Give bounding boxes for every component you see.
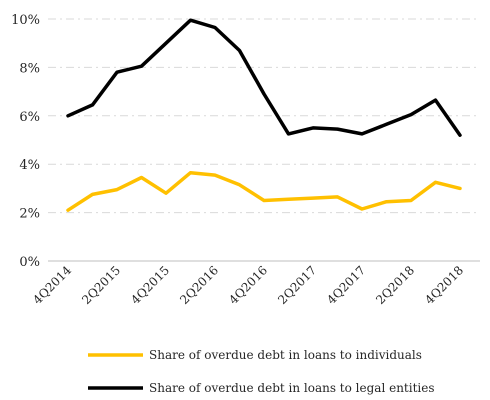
x-tick-label: 4Q2015 — [128, 263, 172, 307]
series-lines — [66, 18, 462, 212]
x-axis: 4Q2014 2Q2015 4Q2015 2Q2016 4Q2016 2Q2017 4Q20… — [30, 260, 480, 307]
y-tick-label: 4% — [19, 158, 40, 173]
y-tick-label: 2% — [19, 207, 40, 222]
legend-label-1: Share of overdue debt in loans to indivi… — [149, 348, 422, 362]
series-line-2 — [66, 18, 462, 137]
legend: Share of overdue debt in loans to indivi… — [88, 348, 435, 395]
y-tick-label: 10% — [11, 13, 40, 28]
x-tick-label: 2Q2015 — [79, 263, 123, 307]
x-tick-label: 2Q2016 — [177, 263, 221, 307]
x-tick-label: 4Q2018 — [422, 263, 466, 307]
x-tick-label: 2Q2018 — [373, 263, 417, 307]
legend-label-2: Share of overdue debt in loans to legal … — [149, 381, 435, 395]
x-tick-label: 2Q2017 — [275, 263, 319, 307]
y-tick-label: 6% — [19, 110, 40, 125]
y-axis-ticks: 0% 2% 4% 6% 8% 10% — [11, 13, 40, 270]
y-tick-label: 0% — [19, 255, 40, 270]
gridlines — [48, 18, 480, 214]
x-tick-label: 4Q2017 — [324, 263, 368, 307]
x-tick-label: 4Q2016 — [226, 263, 270, 307]
series-line-1 — [66, 170, 462, 212]
y-tick-label: 8% — [19, 61, 40, 76]
